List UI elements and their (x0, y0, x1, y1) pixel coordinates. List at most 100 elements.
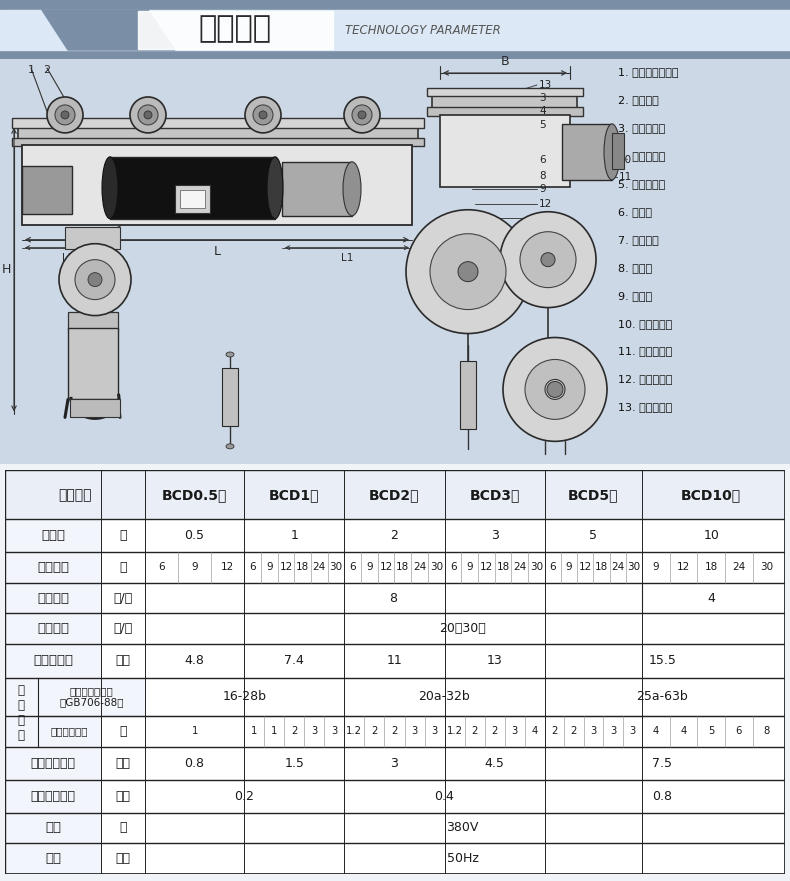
Text: L: L (213, 245, 220, 257)
Text: 3. 断火限位器: 3. 断火限位器 (618, 123, 665, 133)
Text: 30: 30 (329, 562, 342, 573)
Text: 12: 12 (677, 562, 690, 573)
Bar (5, 552, 101, 583)
Text: 10. 运行电动机: 10. 运行电动机 (618, 319, 672, 329)
Text: 0.8: 0.8 (185, 757, 205, 770)
Text: 12: 12 (578, 562, 592, 573)
Circle shape (75, 260, 115, 300)
Text: 24: 24 (313, 562, 325, 573)
Text: BCD2吨: BCD2吨 (369, 488, 419, 502)
Circle shape (138, 105, 158, 125)
Text: 3: 3 (331, 727, 337, 737)
Text: 6: 6 (549, 562, 556, 573)
Bar (70, 399, 120, 418)
Bar (427, 107, 583, 116)
Text: 15.5: 15.5 (649, 655, 676, 668)
Bar (65, 226, 120, 248)
Text: 18: 18 (595, 562, 608, 573)
Text: 吨: 吨 (119, 529, 127, 543)
Text: 11: 11 (619, 172, 632, 181)
Bar (38, 677, 145, 715)
Text: 1: 1 (191, 727, 198, 737)
Text: 0.4: 0.4 (435, 790, 454, 803)
Text: 11: 11 (386, 655, 402, 668)
Bar (38, 715, 101, 747)
Text: BCD10吨: BCD10吨 (681, 488, 741, 502)
Ellipse shape (267, 157, 283, 218)
Text: 9: 9 (539, 184, 546, 194)
Ellipse shape (604, 124, 620, 180)
Circle shape (430, 233, 506, 309)
Text: 9: 9 (366, 562, 373, 573)
Text: 8: 8 (389, 592, 397, 604)
Text: BCD0.5吨: BCD0.5吨 (162, 488, 228, 502)
Bar (5, 613, 101, 644)
Text: 8: 8 (763, 727, 769, 737)
Text: 2: 2 (491, 727, 498, 737)
Text: 3: 3 (630, 727, 636, 737)
Text: 千瓦: 千瓦 (115, 790, 130, 803)
Text: 起升高度: 起升高度 (37, 561, 69, 574)
Text: 8: 8 (539, 171, 546, 181)
Text: 0.8: 0.8 (653, 790, 672, 803)
Text: 1.5: 1.5 (284, 757, 304, 770)
Text: 1: 1 (28, 65, 35, 75)
Text: 钢丝绳直径: 钢丝绳直径 (33, 655, 73, 668)
Bar (562, 124, 612, 180)
Circle shape (520, 232, 576, 287)
Circle shape (253, 105, 273, 125)
Bar (12, 138, 424, 146)
Text: 6: 6 (450, 562, 457, 573)
Text: 3: 3 (590, 727, 596, 737)
Text: 2. 卷筒装置: 2. 卷筒装置 (618, 95, 659, 105)
Text: 米: 米 (119, 725, 127, 738)
Text: 18: 18 (496, 562, 510, 573)
Bar (110, 157, 275, 218)
Text: 1: 1 (271, 727, 277, 737)
Text: 3: 3 (412, 727, 418, 737)
Ellipse shape (102, 157, 118, 218)
Text: 12: 12 (280, 562, 292, 573)
Text: 2: 2 (391, 727, 397, 737)
Circle shape (88, 272, 102, 286)
Ellipse shape (226, 444, 234, 448)
Text: 30: 30 (627, 562, 641, 573)
Text: 4: 4 (707, 592, 715, 604)
Text: 1.2: 1.2 (346, 727, 362, 737)
Bar (460, 361, 476, 429)
Text: 20a-32b: 20a-32b (419, 690, 470, 703)
Text: 型号规格: 型号规格 (58, 488, 92, 502)
Bar (12, 118, 424, 128)
Text: B: B (501, 55, 510, 68)
Text: BCD3吨: BCD3吨 (469, 488, 520, 502)
Circle shape (547, 381, 563, 397)
Polygon shape (42, 10, 175, 50)
Text: 7. 起重吊钩: 7. 起重吊钩 (618, 234, 659, 245)
Text: 50Hz: 50Hz (446, 852, 479, 865)
Text: 起升电机功率: 起升电机功率 (31, 757, 76, 770)
Bar (222, 368, 238, 426)
Text: 毫米: 毫米 (115, 655, 130, 668)
Bar (180, 189, 205, 208)
Bar (18, 126, 418, 140)
Bar (5, 747, 101, 780)
Text: 10: 10 (703, 529, 719, 543)
Circle shape (144, 111, 152, 119)
Text: 18: 18 (397, 562, 409, 573)
Text: 8. 停止块: 8. 停止块 (618, 263, 652, 272)
Text: 6. 限位杆: 6. 限位杆 (618, 207, 652, 217)
Text: 9: 9 (653, 562, 660, 573)
Text: 4.8: 4.8 (185, 655, 205, 668)
Text: 7.5: 7.5 (653, 757, 672, 770)
Bar (612, 133, 624, 169)
Circle shape (352, 105, 372, 125)
Text: 2: 2 (472, 727, 478, 737)
Text: 1.2: 1.2 (447, 727, 463, 737)
Circle shape (406, 210, 530, 334)
Text: 0.5: 0.5 (185, 529, 205, 543)
Text: 24: 24 (413, 562, 427, 573)
Text: 9: 9 (566, 562, 572, 573)
Bar (175, 185, 210, 212)
Text: 运行速度: 运行速度 (37, 622, 69, 635)
Text: 赫兹: 赫兹 (115, 852, 130, 865)
